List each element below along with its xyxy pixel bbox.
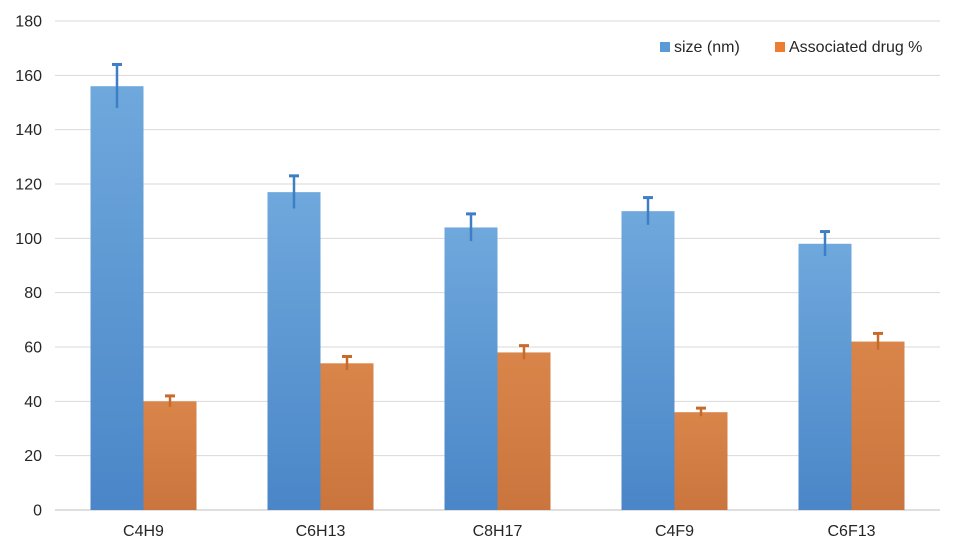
bar-associated-drug-c4f9 <box>674 412 728 510</box>
bar-size-c6h13 <box>267 192 321 510</box>
y-tick-label: 140 <box>15 122 42 139</box>
bar-size-c4f9 <box>621 211 675 510</box>
bar-size-c6f13 <box>798 243 852 510</box>
y-axis-tick-labels: 0 20 40 60 80 100 120 140 160 180 <box>15 14 42 520</box>
y-tick-label: 60 <box>24 340 42 357</box>
x-axis-category-labels: C4H9 C6H13 C8H17 C4F9 C6F13 <box>123 523 876 540</box>
bar-associated-drug-c6f13 <box>851 341 905 510</box>
bar-associated-drug-c6h13 <box>320 363 374 510</box>
y-tick-label: 20 <box>24 448 42 465</box>
bar-size-c8h17 <box>444 227 498 510</box>
x-category-label: C4H9 <box>123 523 164 540</box>
legend-swatch <box>660 42 670 52</box>
y-tick-label: 80 <box>24 285 42 302</box>
x-category-label: C4F9 <box>655 523 694 540</box>
legend-swatch <box>775 42 785 52</box>
y-tick-label: 0 <box>33 503 42 520</box>
y-tick-label: 100 <box>15 231 42 248</box>
legend-label: Associated drug % <box>789 39 922 56</box>
y-tick-label: 120 <box>15 177 42 194</box>
legend-item-associated-drug[interactable]: Associated drug % <box>775 39 922 56</box>
bars <box>90 86 905 510</box>
legend-item-size[interactable]: size (nm) <box>660 39 740 56</box>
y-tick-label: 40 <box>24 394 42 411</box>
y-tick-label: 180 <box>15 14 42 31</box>
bar-size-c4h9 <box>90 86 144 510</box>
bar-associated-drug-c4h9 <box>143 401 197 510</box>
legend-label: size (nm) <box>674 39 740 56</box>
x-category-label: C6H13 <box>296 523 346 540</box>
bar-associated-drug-c8h17 <box>497 352 551 510</box>
error-bars <box>112 62 883 417</box>
legend[interactable]: size (nm) Associated drug % <box>660 39 922 56</box>
x-category-label: C6F13 <box>827 523 875 540</box>
x-category-label: C8H17 <box>473 523 523 540</box>
y-tick-label: 160 <box>15 68 42 85</box>
